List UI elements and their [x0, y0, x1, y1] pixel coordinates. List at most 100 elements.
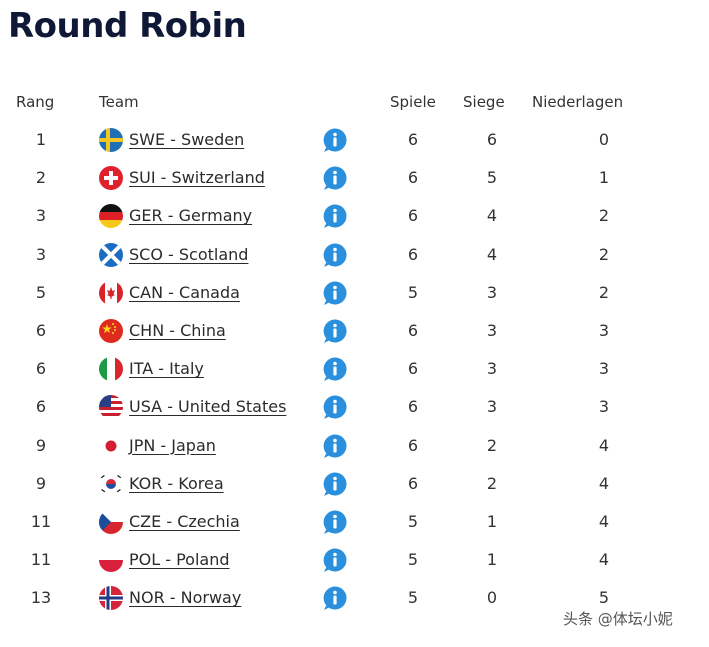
team-link[interactable]: POL - Poland — [129, 550, 230, 570]
jpn-flag-icon — [99, 433, 123, 458]
rank-cell: 11 — [30, 550, 52, 570]
info-icon[interactable] — [322, 165, 348, 191]
wins-cell: 3 — [486, 397, 498, 417]
info-icon[interactable] — [322, 547, 348, 573]
losses-cell: 4 — [598, 435, 610, 455]
rank-cell: 9 — [35, 473, 47, 493]
rank-cell: 11 — [30, 512, 52, 531]
swe-flag-icon — [99, 128, 123, 152]
losses-cell: 4 — [598, 550, 610, 570]
games-cell: 6 — [407, 321, 419, 340]
info-icon[interactable] — [322, 280, 348, 306]
usa-flag-icon — [99, 395, 123, 420]
team-link[interactable]: SCO - Scotland — [129, 244, 249, 264]
header-wins: Siege — [463, 93, 505, 111]
table-row: 5 CAN - Canada 5 3 2 — [0, 274, 709, 312]
games-cell: 5 — [407, 550, 419, 570]
table-row: 13 NOR - Norway 5 0 5 — [0, 579, 709, 617]
wins-cell: 2 — [486, 435, 498, 455]
table-row: 1 SWE - Sweden 6 6 0 — [0, 121, 709, 159]
kor-flag-icon — [99, 471, 123, 496]
games-cell: 6 — [407, 206, 419, 226]
info-icon[interactable] — [322, 394, 348, 420]
info-icon[interactable] — [322, 203, 348, 229]
info-icon[interactable] — [322, 433, 348, 459]
rank-cell: 5 — [35, 282, 47, 302]
games-cell: 6 — [407, 130, 419, 149]
wins-cell: 3 — [486, 359, 498, 379]
wins-cell: 4 — [486, 206, 498, 226]
page-title: Round Robin — [8, 6, 247, 46]
losses-cell: 3 — [598, 359, 610, 379]
watermark: 头条 @体坛小妮 — [563, 610, 673, 628]
can-flag-icon — [99, 280, 123, 305]
info-icon[interactable] — [322, 509, 348, 535]
team-link[interactable]: SWE - Sweden — [129, 130, 245, 149]
pol-flag-icon — [99, 548, 123, 573]
team-link[interactable]: USA - United States — [129, 397, 287, 417]
team-link[interactable]: CHN - China — [129, 321, 226, 340]
header-losses: Niederlagen — [532, 93, 624, 111]
nor-flag-icon — [99, 586, 123, 611]
rank-cell: 6 — [35, 321, 47, 340]
table-row: 3 GER - Germany 6 4 2 — [0, 197, 709, 235]
rank-cell: 2 — [35, 168, 47, 188]
header-team: Team — [99, 93, 139, 111]
losses-cell: 0 — [598, 130, 610, 149]
team-link[interactable]: SUI - Switzerland — [129, 168, 265, 188]
wins-cell: 4 — [486, 244, 498, 264]
losses-cell: 2 — [598, 206, 610, 226]
wins-cell: 1 — [486, 550, 498, 570]
games-cell: 6 — [407, 168, 419, 188]
team-link[interactable]: KOR - Korea — [129, 473, 224, 493]
team-link[interactable]: NOR - Norway — [129, 588, 242, 608]
games-cell: 5 — [407, 588, 419, 608]
table-row: 9 KOR - Korea 6 2 4 — [0, 465, 709, 503]
table-row: 11 CZE - Czechia 5 1 4 — [0, 503, 709, 541]
losses-cell: 4 — [598, 512, 610, 531]
team-link[interactable]: GER - Germany — [129, 206, 253, 226]
rank-cell: 13 — [30, 588, 52, 608]
rank-cell: 3 — [35, 244, 47, 264]
losses-cell: 2 — [598, 244, 610, 264]
team-link[interactable]: ITA - Italy — [129, 359, 204, 379]
wins-cell: 1 — [486, 512, 498, 531]
table-row: 6 CHN - China 6 3 3 — [0, 312, 709, 350]
losses-cell: 3 — [598, 397, 610, 417]
team-link[interactable]: CZE - Czechia — [129, 512, 240, 531]
table-row: 6 USA - United States 6 3 3 — [0, 388, 709, 426]
games-cell: 6 — [407, 435, 419, 455]
info-icon[interactable] — [322, 318, 348, 344]
table-row: 11 POL - Poland 5 1 4 — [0, 541, 709, 579]
info-icon[interactable] — [322, 356, 348, 382]
rank-cell: 6 — [35, 359, 47, 379]
team-link[interactable]: CAN - Canada — [129, 282, 240, 302]
info-icon[interactable] — [322, 242, 348, 268]
losses-cell: 1 — [598, 168, 610, 188]
info-icon[interactable] — [322, 585, 348, 611]
wins-cell: 2 — [486, 473, 498, 493]
team-link[interactable]: JPN - Japan — [129, 435, 216, 455]
wins-cell: 6 — [486, 130, 498, 149]
losses-cell: 3 — [598, 321, 610, 340]
losses-cell: 5 — [598, 588, 610, 608]
losses-cell: 4 — [598, 473, 610, 493]
wins-cell: 5 — [486, 168, 498, 188]
ita-flag-icon — [99, 357, 123, 382]
wins-cell: 3 — [486, 282, 498, 302]
losses-cell: 2 — [598, 282, 610, 302]
info-icon[interactable] — [322, 127, 348, 153]
rank-cell: 3 — [35, 206, 47, 226]
games-cell: 6 — [407, 397, 419, 417]
games-cell: 5 — [407, 282, 419, 302]
table-row: 6 ITA - Italy 6 3 3 — [0, 350, 709, 388]
games-cell: 6 — [407, 244, 419, 264]
rank-cell: 6 — [35, 397, 47, 417]
rank-cell: 9 — [35, 435, 47, 455]
ger-flag-icon — [99, 204, 123, 229]
info-icon[interactable] — [322, 471, 348, 497]
header-games: Spiele — [390, 93, 436, 111]
table-row: 9 JPN - Japan 6 2 4 — [0, 427, 709, 465]
table-row: 2 SUI - Switzerland 6 5 1 — [0, 159, 709, 197]
table-row: 3 SCO - Scotland 6 4 2 — [0, 236, 709, 274]
